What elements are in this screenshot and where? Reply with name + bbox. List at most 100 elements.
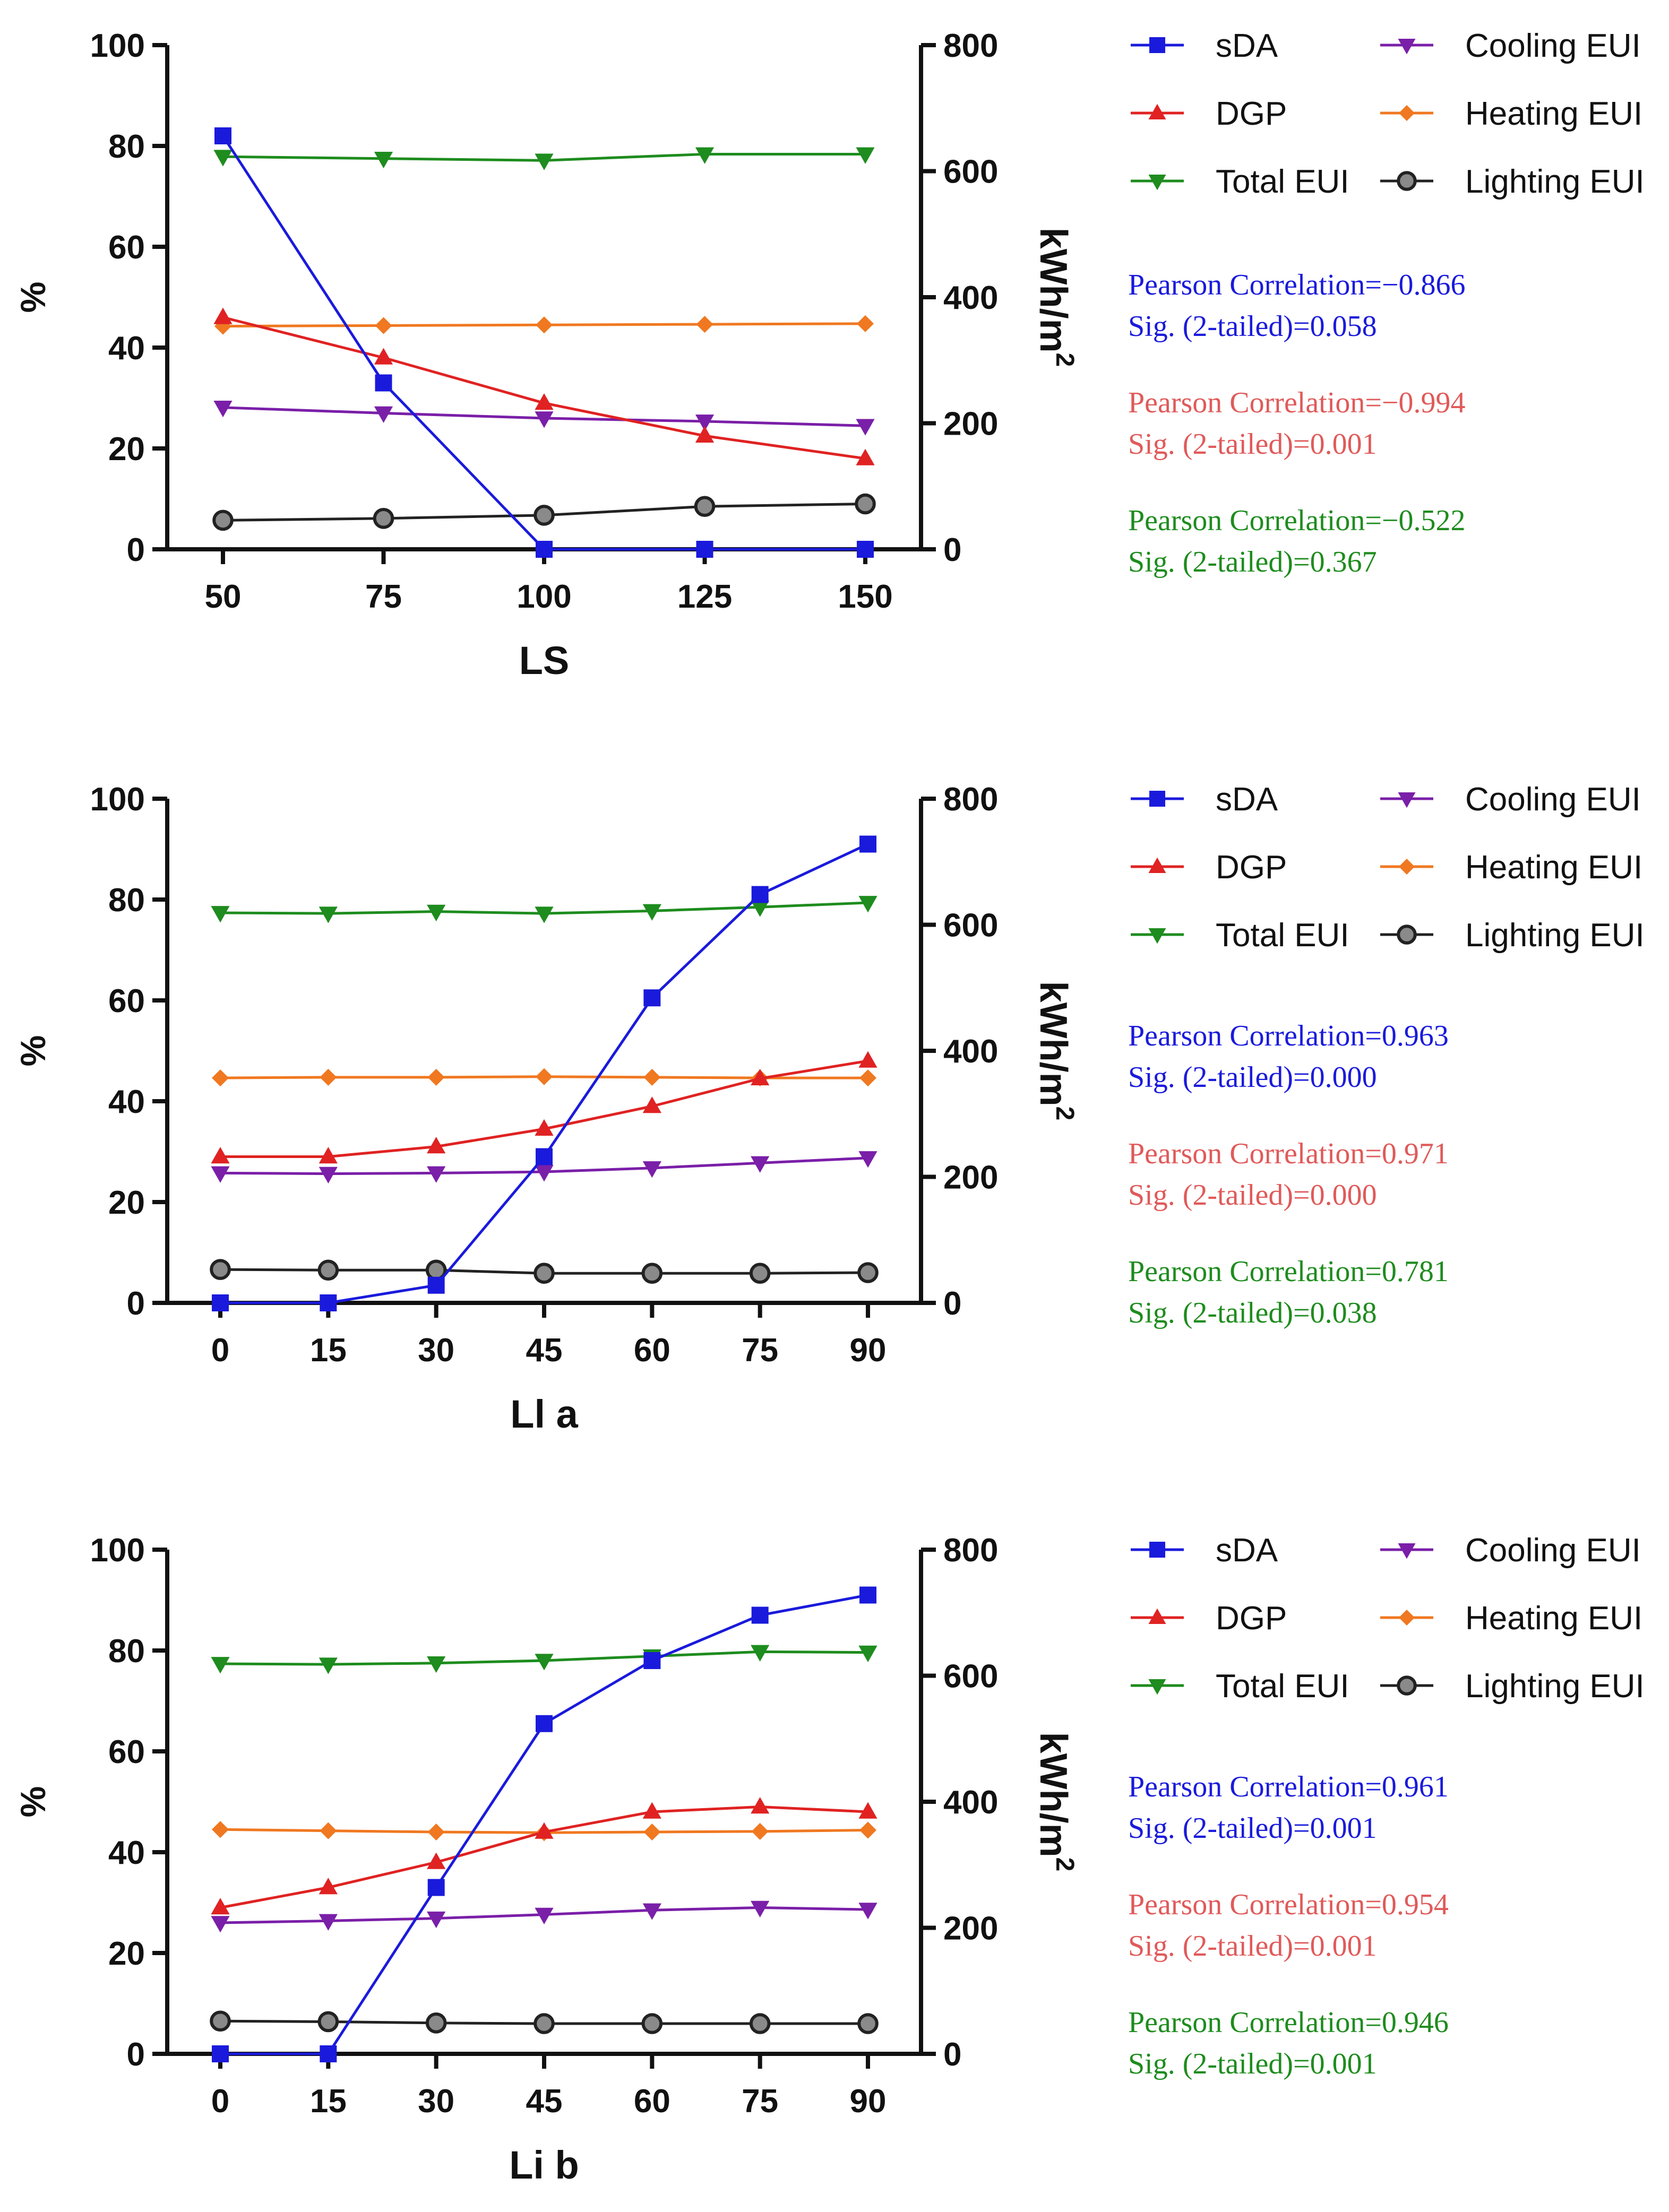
data-point-heating-eui <box>536 316 553 334</box>
x-tick-label: 30 <box>418 1332 454 1369</box>
pearson-correlation-text: Pearson Correlation=0.946 <box>1128 2006 1449 2039</box>
data-point-sda <box>696 541 713 558</box>
legend-label: Heating EUI <box>1465 96 1642 132</box>
data-point-heating-eui <box>536 1068 553 1085</box>
left-tick-label: 80 <box>108 882 145 919</box>
legend-item-heating-eui: Heating EUI <box>1380 849 1642 886</box>
left-tick-label: 40 <box>108 1084 145 1120</box>
data-point-lighting-eui <box>641 2013 663 2034</box>
legend-triangle-up-icon <box>1148 857 1166 873</box>
x-tick-label: 45 <box>526 1332 563 1369</box>
axes <box>165 799 923 1305</box>
x-tick-label: 15 <box>310 2083 347 2120</box>
data-point-sda <box>212 1294 229 1311</box>
series-sda <box>212 835 876 1311</box>
data-point-total-eui <box>427 1656 446 1673</box>
correlation-stats: Pearson Correlation=0.961 Sig. (2-tailed)… <box>1128 1770 1449 2080</box>
legend-label: Cooling EUI <box>1465 1532 1641 1569</box>
series-dgp <box>211 1797 877 1915</box>
x-axis-label: Ll a <box>510 1392 578 1436</box>
left-tick-label: 0 <box>127 1285 145 1322</box>
data-point-dgp <box>751 1797 770 1814</box>
data-point-lighting-eui <box>210 1259 231 1280</box>
legend-triangle-down-icon <box>1398 39 1416 55</box>
legend-triangle-down-icon <box>1398 1543 1416 1559</box>
series-line-dgp <box>220 1805 868 1909</box>
data-point-sda <box>643 989 661 1007</box>
right-axis-label: kWh/m2 <box>1032 228 1079 367</box>
x-axis-label: Li b <box>509 2143 579 2187</box>
data-point-heating-eui <box>320 1822 337 1839</box>
data-point-sda <box>320 2045 337 2062</box>
x-tick-label: 75 <box>742 1332 778 1369</box>
data-point-cooling-eui <box>535 1165 554 1182</box>
legend-label: DGP <box>1216 1600 1287 1637</box>
significance-text: Sig. (2-tailed)=0.000 <box>1128 1179 1377 1212</box>
data-point-cooling-eui <box>751 1900 770 1917</box>
data-point-lighting-eui <box>373 508 394 529</box>
data-point-heating-eui <box>427 1824 445 1841</box>
data-point-cooling-eui <box>751 1156 770 1173</box>
data-point-cooling-eui <box>374 406 393 423</box>
legend: sDA DGP Total EUI Cooling EUI Heating EUI Lig… <box>1131 28 1645 200</box>
left-tick-label: 100 <box>90 1532 145 1569</box>
data-point-sda <box>859 1586 876 1604</box>
legend: sDA DGP Total EUI Cooling EUI Heating EUI Lig… <box>1131 1532 1645 1705</box>
legend-item-heating-eui: Heating EUI <box>1380 96 1642 132</box>
significance-text: Sig. (2-tailed)=0.038 <box>1128 1297 1377 1329</box>
legend-triangle-up-icon <box>1148 1608 1166 1624</box>
right-tick-label: 800 <box>943 781 998 818</box>
right-tick-label: 0 <box>943 532 961 568</box>
right-axis-unit: kWh/m <box>1032 981 1074 1107</box>
legend-label: DGP <box>1216 849 1287 886</box>
data-point-cooling-eui <box>427 1166 446 1183</box>
legend-label: Heating EUI <box>1465 849 1642 886</box>
series-line-dgp <box>222 316 866 460</box>
chart-panel-ll-a: 0 20 40 60 80 100 0 200 400 600 800 0 15 30 45 60 75 90 Ll… <box>13 781 1645 1436</box>
data-point-cooling-eui <box>642 1903 661 1920</box>
legend-item-lighting-eui: Lighting EUI <box>1380 1668 1645 1705</box>
pearson-correlation-text: Pearson Correlation=−0.994 <box>1128 386 1466 419</box>
pearson-correlation-text: Pearson Correlation=0.963 <box>1128 1019 1449 1052</box>
significance-text: Sig. (2-tailed)=0.058 <box>1128 310 1377 343</box>
data-point-total-eui <box>374 151 393 169</box>
data-point-dgp <box>695 426 715 443</box>
legend-item-dgp: DGP <box>1131 849 1287 886</box>
data-point-cooling-eui <box>319 1914 338 1931</box>
correlation-stats: Pearson Correlation=−0.866 Sig. (2-tailed… <box>1128 269 1466 578</box>
data-point-heating-eui <box>320 1068 337 1086</box>
legend-item-total-eui: Total EUI <box>1131 1668 1349 1705</box>
data-point-total-eui <box>535 153 554 170</box>
x-tick-label: 15 <box>310 1332 347 1369</box>
data-point-cooling-eui <box>858 1903 877 1920</box>
x-tick-label: 75 <box>742 2083 778 2120</box>
legend-item-total-eui: Total EUI <box>1131 917 1349 954</box>
x-tick-label: 0 <box>211 1332 229 1369</box>
data-point-total-eui <box>642 904 661 921</box>
x-tick-label: 60 <box>634 2083 670 2120</box>
data-point-heating-eui <box>212 1069 229 1087</box>
data-point-lighting-eui <box>857 2013 879 2034</box>
significance-text: Sig. (2-tailed)=0.001 <box>1128 428 1377 461</box>
series-lighting-eui <box>210 1259 879 1284</box>
data-point-total-eui <box>535 1654 554 1671</box>
data-point-dgp <box>211 1147 230 1164</box>
legend-item-cooling-eui: Cooling EUI <box>1380 1532 1641 1569</box>
data-point-dgp <box>319 1878 338 1895</box>
data-point-dgp <box>427 1852 446 1869</box>
data-point-lighting-eui <box>534 505 555 526</box>
data-point-total-eui <box>427 904 446 921</box>
chart-panel-li-b: 0 20 40 60 80 100 0 200 400 600 800 0 15 30 45 60 75 90 Li… <box>13 1532 1645 2187</box>
right-tick-label: 600 <box>943 1658 998 1695</box>
data-point-cooling-eui <box>319 1167 338 1183</box>
data-point-heating-eui <box>643 1824 661 1841</box>
data-point-heating-eui <box>859 1069 876 1087</box>
data-point-cooling-eui <box>427 1911 446 1929</box>
correlation-stats: Pearson Correlation=0.963 Sig. (2-tailed)… <box>1128 1019 1449 1329</box>
series-total-eui <box>211 1645 877 1674</box>
data-point-lighting-eui <box>534 1263 555 1284</box>
data-point-total-eui <box>751 1645 770 1662</box>
left-tick-label: 60 <box>108 229 145 266</box>
data-point-total-eui <box>211 906 230 923</box>
x-axis-label: LS <box>519 638 570 682</box>
